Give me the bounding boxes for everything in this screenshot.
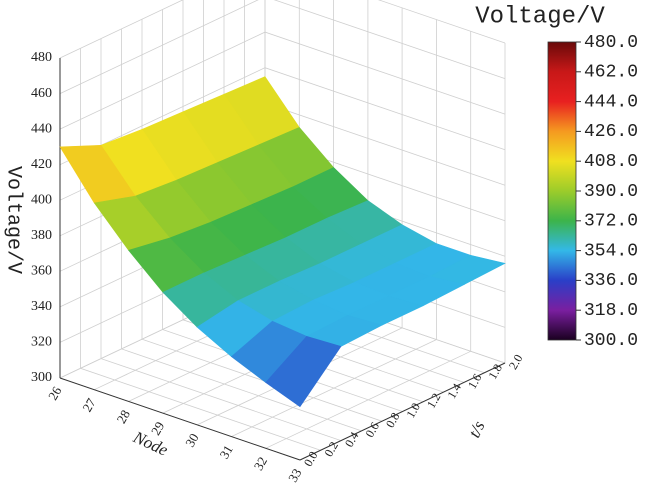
colorbar-tick-label: 300.0 bbox=[584, 331, 638, 351]
x-tick-label: 33 bbox=[285, 466, 304, 485]
colorbar bbox=[547, 41, 577, 341]
y-tick-label: 0.0 bbox=[301, 449, 321, 469]
colorbar-tick-label: 408.0 bbox=[584, 152, 638, 172]
z-tick-label: 320 bbox=[31, 335, 52, 350]
colorbar-tick-label: 462.0 bbox=[584, 63, 638, 83]
y-tick-label: 1.0 bbox=[403, 400, 423, 420]
colorbar-title: Voltage/V bbox=[475, 3, 605, 30]
z-axis-label: Voltage/V bbox=[2, 166, 25, 274]
x-tick-label: 28 bbox=[114, 407, 133, 426]
x-tick-label: 29 bbox=[148, 419, 167, 438]
y-tick-label: 1.6 bbox=[465, 371, 485, 391]
z-tick-label: 340 bbox=[31, 299, 52, 314]
y-axis-label: t/s bbox=[465, 418, 489, 441]
colorbar-tick-label: 426.0 bbox=[584, 122, 638, 142]
grid-line bbox=[196, 7, 403, 426]
axis-line bbox=[59, 377, 301, 461]
colorbar-tick-label: 336.0 bbox=[584, 271, 638, 291]
colorbar-tick-label: 354.0 bbox=[584, 241, 638, 261]
grid-line bbox=[265, 31, 472, 449]
colorbar-tick-label: 390.0 bbox=[584, 182, 638, 202]
colorbar-tick-label: 372.0 bbox=[584, 212, 638, 232]
colorbar-tick-label: 318.0 bbox=[584, 301, 638, 321]
z-tick-label: 300 bbox=[31, 370, 52, 385]
y-tick-label: 2.0 bbox=[506, 352, 526, 372]
surface-cell bbox=[265, 336, 342, 408]
x-tick-label: 31 bbox=[216, 442, 235, 461]
axis-line bbox=[299, 362, 506, 461]
grid-line bbox=[59, 0, 506, 59]
y-tick-label: 0.8 bbox=[383, 410, 403, 430]
z-tick-label: 400 bbox=[31, 192, 52, 207]
x-tick-label: 26 bbox=[45, 383, 65, 402]
z-tick-label: 360 bbox=[31, 264, 52, 279]
z-tick-label: 380 bbox=[31, 228, 52, 243]
y-tick-label: 1.4 bbox=[444, 381, 464, 401]
z-tick-label: 420 bbox=[31, 157, 52, 172]
colorbar-tick-label: 444.0 bbox=[584, 92, 638, 112]
x-tick-label: 30 bbox=[182, 431, 201, 450]
x-tick-label: 32 bbox=[251, 454, 270, 473]
x-tick-label: 27 bbox=[79, 395, 99, 414]
y-tick-label: 0.2 bbox=[321, 439, 341, 459]
colorbar-tick-label: 480.0 bbox=[584, 33, 638, 53]
z-tick-label: 440 bbox=[31, 121, 52, 136]
y-tick-label: 1.2 bbox=[424, 391, 444, 411]
grid-line bbox=[59, 0, 506, 94]
y-tick-label: 0.6 bbox=[362, 420, 382, 440]
y-tick-label: 1.8 bbox=[485, 362, 505, 382]
z-tick-label: 480 bbox=[31, 50, 52, 65]
z-tick-label: 460 bbox=[31, 86, 52, 101]
y-tick-label: 0.4 bbox=[342, 429, 362, 449]
